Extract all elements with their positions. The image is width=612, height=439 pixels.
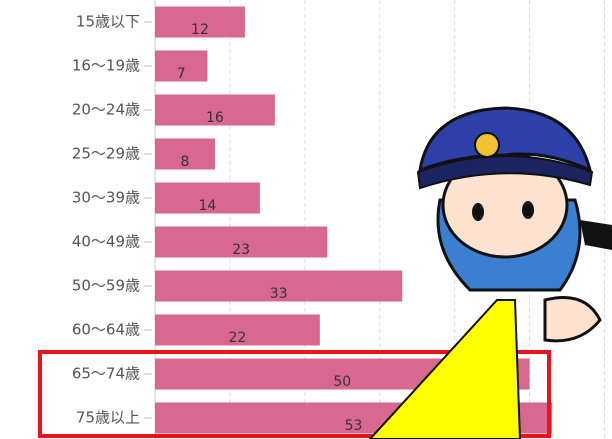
data-label: 53 xyxy=(345,418,363,434)
data-label: 22 xyxy=(228,330,246,346)
y-tick-label: 75歳以上 xyxy=(76,409,140,427)
y-tick-label: 40〜49歳 xyxy=(72,233,140,251)
y-tick-label: 65〜74歳 xyxy=(72,365,140,383)
y-tick-label: 25〜29歳 xyxy=(72,145,140,163)
data-label: 16 xyxy=(206,110,224,126)
y-tick-label: 16〜19歳 xyxy=(72,57,140,75)
data-label: 23 xyxy=(232,242,250,258)
data-label: 14 xyxy=(199,198,217,214)
chart: 15歳以下 12 16〜19歳 7 20〜24歳 16 25〜29歳 8 30〜39歳 14 40〜… xyxy=(0,0,612,439)
y-tick-label: 50〜59歳 xyxy=(72,277,140,295)
y-tick-label: 30〜39歳 xyxy=(72,189,140,207)
y-tick-label: 60〜64歳 xyxy=(72,321,140,339)
y-tick-label: 15歳以下 xyxy=(76,13,140,31)
data-label: 12 xyxy=(191,22,209,38)
data-label: 33 xyxy=(270,286,288,302)
y-tick-label: 20〜24歳 xyxy=(72,101,140,119)
data-label: 50 xyxy=(333,374,351,390)
data-label: 7 xyxy=(177,66,186,82)
data-label: 8 xyxy=(181,154,190,170)
